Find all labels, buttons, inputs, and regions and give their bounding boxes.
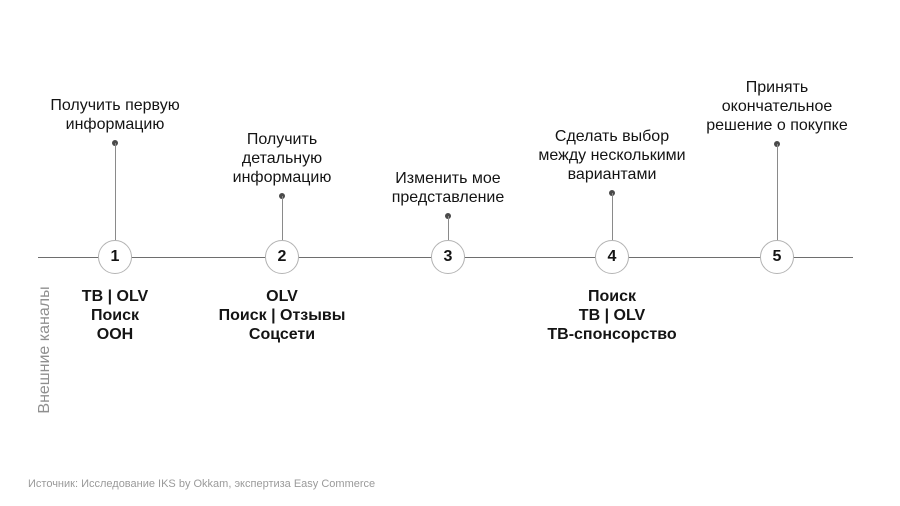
stage-4-marker: 4 (595, 240, 629, 274)
stage-5-stem (777, 144, 778, 240)
stage-1-goal: Получить первую информацию (50, 97, 180, 133)
stage-3-goal: Изменить мое представление (391, 170, 505, 206)
stage-5-marker: 5 (760, 240, 794, 274)
stage-1-marker: 1 (98, 240, 132, 274)
stage-1-stem (115, 143, 116, 240)
stage-2-goal: Получить детальную информацию (232, 131, 332, 186)
stage-4-channels: Поиск ТВ | OLV ТВ-спонсорство (547, 288, 677, 343)
stage-4-stem (612, 193, 613, 240)
stage-2-stem (282, 196, 283, 240)
stage-2-marker: 2 (265, 240, 299, 274)
stage-5-goal: Принять окончательное решение о покупке (706, 79, 848, 134)
source-note: Источник: Исследование IKS by Okkam, экс… (28, 478, 376, 490)
stage-3-marker: 3 (431, 240, 465, 274)
stage-2-channels: OLV Поиск | Отзывы Соцсети (218, 288, 346, 343)
stage-3-stem (448, 216, 449, 240)
stage-4-goal: Сделать выбор между несколькими варианта… (538, 128, 686, 183)
stage-1-channels: ТВ | OLV Поиск OOH (81, 288, 149, 343)
external-channels-axis-label: Внешние каналы (36, 286, 53, 414)
